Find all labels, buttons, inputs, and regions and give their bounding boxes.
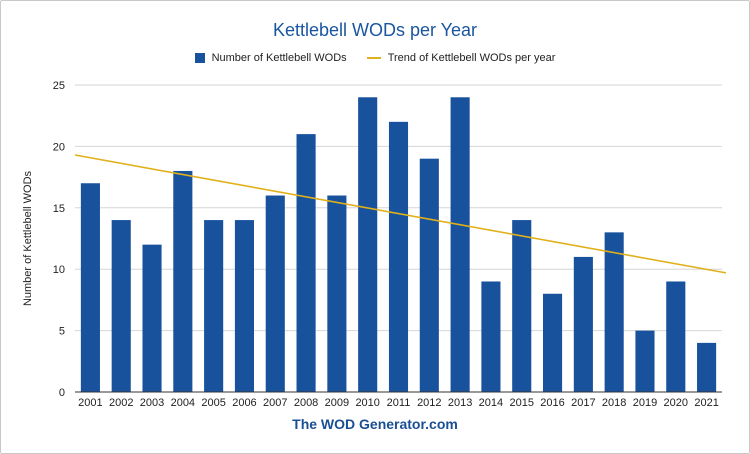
- bar-2017: [573, 256, 593, 392]
- bar-2015: [512, 220, 532, 392]
- bar-2014: [481, 281, 501, 392]
- x-tick-label: 2020: [664, 397, 688, 409]
- y-tick-label: 20: [53, 141, 65, 153]
- bar-2007: [265, 195, 285, 392]
- chart-legend: Number of Kettlebell WODs Trend of Kettl…: [0, 52, 750, 64]
- x-tick-label: 2002: [109, 397, 133, 409]
- bar-2020: [666, 281, 686, 392]
- y-tick-label: 10: [53, 264, 65, 276]
- bar-2012: [419, 158, 439, 392]
- legend-trend-swatch: [366, 57, 381, 59]
- bar-2006: [234, 220, 255, 392]
- bar-2005: [204, 220, 224, 392]
- x-tick-label: 2009: [325, 397, 349, 409]
- legend-bar-swatch: [194, 53, 205, 63]
- x-tick-label: 2011: [387, 397, 411, 409]
- x-tick-label: 2005: [201, 397, 225, 409]
- bar-2018: [604, 232, 624, 392]
- trend-line: [74, 154, 727, 274]
- y-tick-label: 15: [53, 203, 65, 215]
- bar-2010: [358, 97, 378, 392]
- bar-2021: [697, 342, 717, 392]
- bar-2013: [450, 97, 470, 392]
- bar-2019: [635, 330, 655, 392]
- x-tick-label: 2007: [263, 397, 287, 409]
- bar-2002: [111, 220, 131, 392]
- bar-2003: [142, 244, 162, 392]
- x-tick-label: 2012: [417, 397, 441, 409]
- x-tick-label: 2010: [355, 397, 379, 409]
- x-tick-label: 2015: [509, 397, 533, 409]
- x-tick-label: 2001: [78, 397, 102, 409]
- y-tick-label: 25: [53, 80, 65, 92]
- legend-item-bars: Number of Kettlebell WODs: [194, 52, 347, 64]
- legend-bar-label: Number of Kettlebell WODs: [211, 52, 347, 64]
- x-tick-label: 2004: [171, 397, 195, 409]
- x-tick-label: 2018: [602, 397, 626, 409]
- x-tick-label: 2016: [540, 397, 564, 409]
- y-tick-label: 0: [59, 387, 65, 399]
- bar-2016: [542, 293, 563, 392]
- y-tick-label: 5: [59, 326, 65, 338]
- x-tick-label: 2013: [448, 397, 472, 409]
- y-axis-label: Number of Kettlebell WODs: [22, 170, 34, 306]
- x-tick-label: 2008: [294, 397, 318, 409]
- chart-title: Kettlebell WODs per Year: [272, 20, 478, 40]
- footer-brand: The WOD Generator.com: [292, 416, 458, 432]
- legend-trend-label: Trend of Kettlebell WODs per year: [387, 52, 556, 64]
- bar-2011: [388, 121, 409, 392]
- bar-2009: [327, 195, 347, 392]
- x-tick-label: 2017: [571, 397, 595, 409]
- x-tick-label: 2006: [232, 397, 256, 409]
- x-tick-label: 2021: [694, 397, 718, 409]
- bar-2008: [296, 134, 316, 392]
- x-tick-label: 2019: [633, 397, 657, 409]
- bar-2004: [173, 170, 193, 392]
- legend-item-trend: Trend of Kettlebell WODs per year: [366, 52, 556, 64]
- bar-2001: [80, 183, 100, 392]
- x-tick-label: 2014: [479, 397, 503, 409]
- x-tick-label: 2003: [140, 397, 164, 409]
